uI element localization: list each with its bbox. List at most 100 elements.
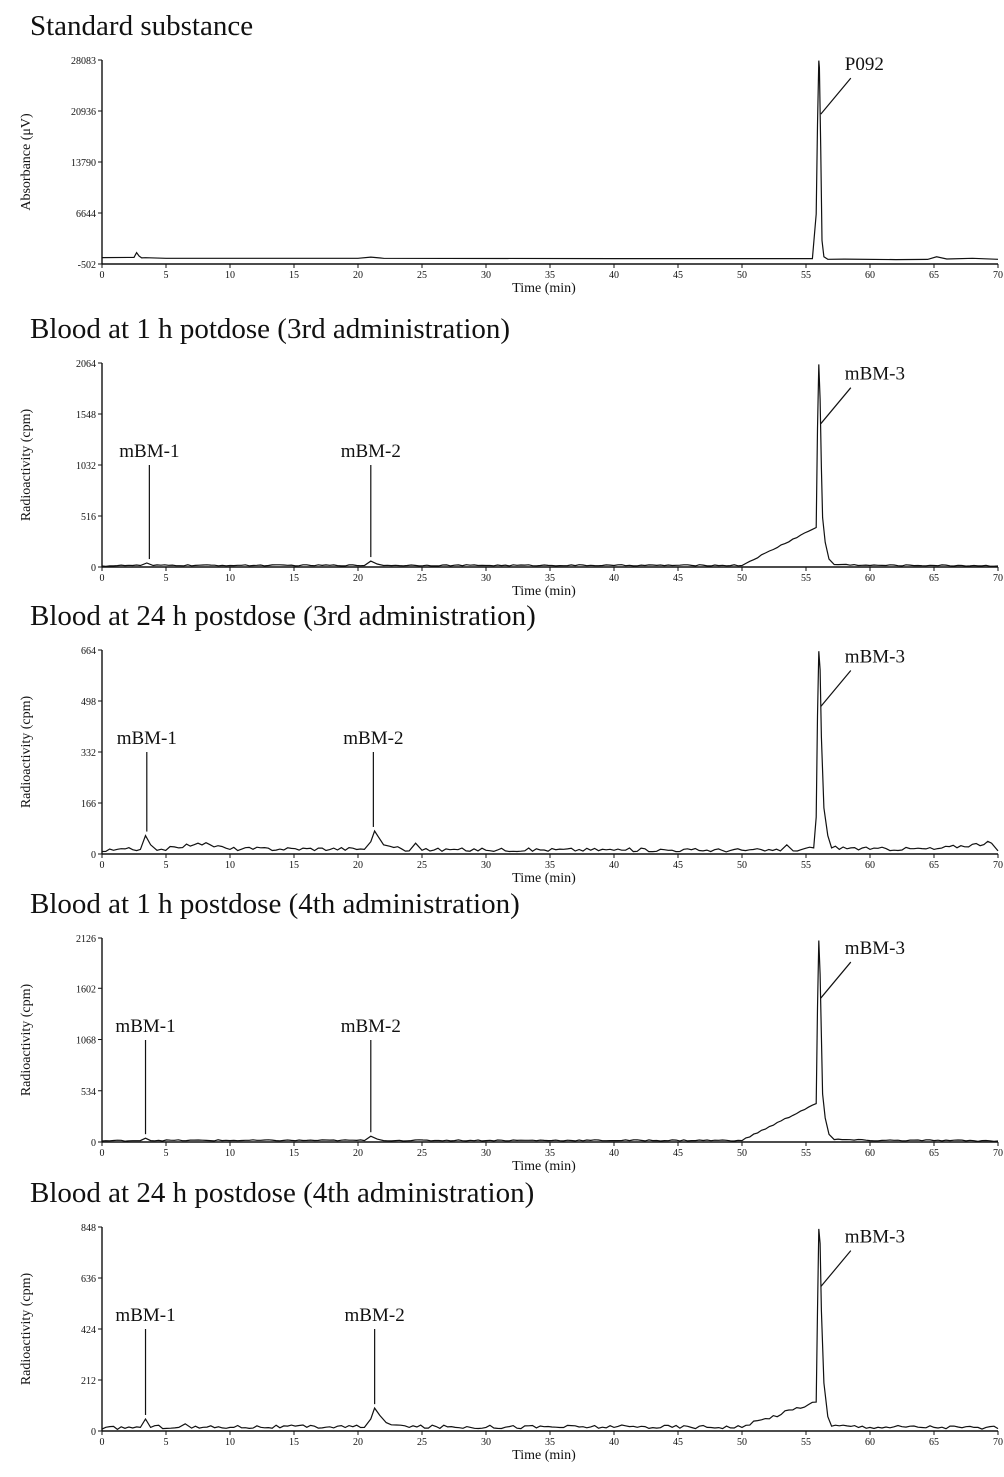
x-tick-label: 50: [737, 860, 747, 871]
x-tick-label: 50: [737, 1148, 747, 1159]
x-tick-label: 20: [353, 1148, 363, 1159]
x-tick-label: 60: [865, 270, 875, 281]
x-tick-label: 25: [417, 573, 427, 584]
x-tick-label: 55: [801, 860, 811, 871]
x-tick-label: 30: [481, 573, 491, 584]
panel-title: Standard substance: [30, 10, 254, 42]
x-tick-label: 50: [737, 1437, 747, 1448]
peak-label: mBM-2: [341, 1016, 401, 1037]
panel-title: Blood at 1 h potdose (3rd administration…: [30, 313, 511, 345]
x-tick-label: 10: [225, 860, 235, 871]
panel-title: Blood at 24 h postdose (3rd administrati…: [30, 600, 536, 632]
series-line: [101, 364, 999, 567]
annotation-leader: [820, 77, 852, 115]
y-axis-title: Radioactivity (cpm): [19, 1272, 34, 1385]
peak-label: mBM-2: [341, 441, 401, 462]
x-tick-label: 60: [865, 860, 875, 871]
peak-label: mBM-1: [115, 1305, 175, 1326]
peak-label: mBM-1: [117, 728, 177, 749]
x-tick-label: 45: [673, 270, 683, 281]
y-tick-label: 516: [81, 512, 96, 523]
x-tick-label: 70: [993, 860, 1003, 871]
x-tick-label: 45: [673, 573, 683, 584]
y-axis-title: Radioactivity (cpm): [19, 695, 34, 808]
y-tick-label: 424: [81, 1325, 96, 1336]
peak-label: mBM-2: [345, 1305, 405, 1326]
x-tick-label: 0: [100, 1148, 105, 1159]
x-tick-label: 0: [100, 270, 105, 281]
annotation-leader: [820, 1250, 852, 1288]
x-tick-label: 15: [289, 270, 299, 281]
x-tick-label: 0: [100, 573, 105, 584]
x-tick-label: 60: [865, 1437, 875, 1448]
y-tick-label: 2064: [76, 359, 96, 370]
y-tick-label: 848: [81, 1223, 96, 1234]
x-tick-label: 40: [609, 1148, 619, 1159]
peak-label: mBM-1: [115, 1016, 175, 1037]
peak-label: mBM-3: [845, 364, 905, 385]
x-tick-label: 70: [993, 270, 1003, 281]
x-tick-label: 70: [993, 573, 1003, 584]
x-tick-label: 30: [481, 270, 491, 281]
y-tick-label: 636: [81, 1274, 96, 1285]
x-tick-label: 40: [609, 860, 619, 871]
annotation-leader: [820, 670, 852, 707]
x-tick-label: 30: [481, 1148, 491, 1159]
x-tick-label: 65: [929, 573, 939, 584]
chart-svg: 0 5 10 15 20 25 30 35 40 45 50 55 60 65 70 28083 20936 13…: [19, 54, 1003, 296]
x-tick-label: 5: [164, 1437, 169, 1448]
chart-svg: 0 5 10 15 20 25 30 35 40 45 50 55 60 65 70 848 636 424 212…: [19, 1223, 1003, 1463]
y-tick-label: 13790: [71, 158, 96, 169]
x-tick-label: 25: [417, 1148, 427, 1159]
x-tick-label: 55: [801, 270, 811, 281]
y-tick-label: 332: [81, 748, 96, 759]
peak-label: mBM-3: [845, 647, 905, 668]
x-tick-label: 15: [289, 1437, 299, 1448]
x-tick-label: 20: [353, 270, 363, 281]
x-tick-label: 50: [737, 270, 747, 281]
x-tick-label: 20: [353, 573, 363, 584]
series-line: [101, 651, 999, 853]
y-tick-label: 0: [91, 850, 96, 861]
x-tick-label: 20: [353, 860, 363, 871]
x-tick-label: 55: [801, 1437, 811, 1448]
x-tick-label: 45: [673, 1148, 683, 1159]
x-tick-label: 35: [545, 573, 555, 584]
x-tick-label: 40: [609, 1437, 619, 1448]
y-axis-title: Radioactivity (cpm): [19, 983, 34, 1096]
x-tick-label: 5: [164, 1148, 169, 1159]
y-tick-label: 2126: [76, 934, 96, 945]
x-tick-label: 20: [353, 1437, 363, 1448]
y-tick-label: 0: [91, 563, 96, 574]
peak-label: mBM-3: [845, 1227, 905, 1248]
x-tick-label: 45: [673, 1437, 683, 1448]
x-tick-label: 40: [609, 573, 619, 584]
x-tick-label: 35: [545, 1148, 555, 1159]
x-tick-label: 5: [164, 573, 169, 584]
y-tick-label: 0: [91, 1138, 96, 1149]
chart-panel-5: Blood at 24 h postdose (4th administrati…: [0, 1177, 1004, 1477]
x-tick-label: 10: [225, 270, 235, 281]
chart-svg: 0 5 10 15 20 25 30 35 40 45 50 55 60 65 70 2126 1602 1068…: [19, 934, 1003, 1174]
x-tick-label: 10: [225, 1148, 235, 1159]
x-tick-label: 60: [865, 1148, 875, 1159]
x-tick-label: 10: [225, 573, 235, 584]
x-tick-label: 70: [993, 1148, 1003, 1159]
y-axis-title: Radioactivity (cpm): [19, 408, 34, 521]
x-tick-label: 15: [289, 573, 299, 584]
panel-title: Blood at 24 h postdose (4th administrati…: [30, 1177, 535, 1209]
peak-label: mBM-2: [343, 728, 403, 749]
y-tick-label: 1068: [76, 1036, 96, 1047]
y-tick-label: 498: [81, 697, 96, 708]
y-tick-label: 6644: [76, 209, 96, 220]
x-tick-label: 50: [737, 573, 747, 584]
y-axis-title: Absorbance (μV): [19, 113, 34, 211]
y-tick-label: 1548: [76, 410, 96, 421]
x-tick-label: 55: [801, 573, 811, 584]
x-tick-label: 70: [993, 1437, 1003, 1448]
annotation-leader: [820, 961, 852, 999]
x-axis-title: Time (min): [512, 584, 576, 599]
x-tick-label: 30: [481, 860, 491, 871]
y-tick-label: -502: [78, 260, 96, 271]
x-tick-label: 35: [545, 860, 555, 871]
